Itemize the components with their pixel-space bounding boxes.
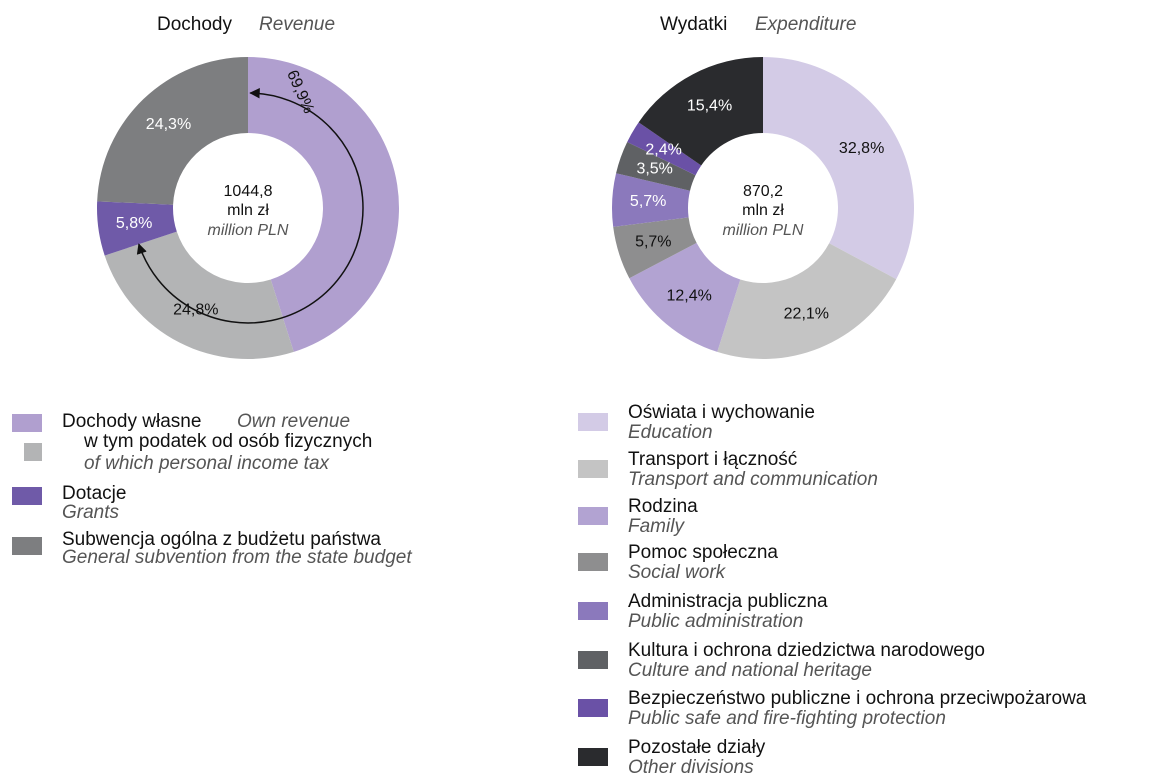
data-label: 5,8% (116, 215, 152, 232)
legend-label-en: Public safe and fire-fighting protection (628, 708, 946, 729)
legend-label-en: Other divisions (628, 757, 754, 777)
legend-label: Subwencja ogólna z budżetu państwa (62, 529, 381, 550)
legend-swatch (578, 460, 608, 478)
donut-segment (629, 242, 741, 352)
legend-swatch (578, 413, 608, 431)
legend-swatch (12, 414, 42, 432)
legend-label-en: Culture and national heritage (628, 660, 872, 681)
data-label: 2,4% (645, 141, 681, 158)
legend-label: Pozostałe działy (628, 737, 766, 758)
data-label: 32,8% (839, 140, 884, 157)
chart-title: Dochody (157, 14, 232, 35)
legend-label: Administracja publiczna (628, 591, 828, 612)
data-label: 24,3% (146, 116, 191, 133)
legend-swatch (578, 602, 608, 620)
legend-label: Transport i łączność (628, 449, 797, 470)
donut-segment (717, 243, 897, 359)
legend-swatch (578, 507, 608, 525)
legend-swatch (12, 537, 42, 555)
donut-segment (763, 57, 914, 280)
legend-label-en: Grants (62, 502, 120, 523)
center-unit-en: million PLN (723, 222, 804, 239)
legend-swatch (12, 487, 42, 505)
donut-segment (616, 141, 696, 191)
center-unit: mln zł (227, 202, 269, 219)
center-unit: mln zł (742, 202, 784, 219)
annotation-arc (136, 87, 364, 324)
donut-segment (627, 122, 702, 176)
legend-label: Bezpieczeństwo publiczne i ochrona przec… (628, 688, 1087, 709)
legend-label: Rodzina (628, 496, 698, 517)
legend-label: Oświata i wychowanie (628, 402, 815, 423)
legend-label-en: Family (628, 516, 685, 537)
chart-title: Wydatki (660, 14, 727, 35)
donut-segment (638, 57, 763, 166)
legend-label: Dochody własne (62, 411, 201, 432)
data-label: 15,4% (687, 97, 732, 114)
data-label: 5,7% (630, 193, 666, 210)
donut-segment (104, 231, 294, 359)
legend-swatch (578, 651, 608, 669)
legend-label-en: Education (628, 422, 713, 443)
donut-segment (612, 173, 691, 227)
center-unit-en: million PLN (208, 222, 289, 239)
chart-subtitle: Revenue (259, 14, 335, 35)
legend-swatch (24, 443, 42, 461)
data-label: 22,1% (784, 306, 829, 323)
legend-label: w tym podatek od osób fizycznych (83, 431, 372, 452)
donut-segment (613, 217, 697, 279)
legend-label-en: Own revenue (237, 411, 350, 432)
legend-swatch (578, 699, 608, 717)
legend-label-en: Public administration (628, 611, 803, 632)
donut (612, 57, 914, 359)
chart-subtitle: Expenditure (755, 14, 856, 35)
legend-swatch (578, 748, 608, 766)
data-label: 5,7% (635, 234, 671, 251)
center-total: 1044,8 (224, 183, 273, 200)
legend-swatch (578, 553, 608, 571)
legend-label-en: Social work (628, 562, 727, 583)
donut-segment (248, 57, 399, 352)
legend-label: Kultura i ochrona dziedzictwa narodowego (628, 640, 985, 661)
data-label: 3,5% (636, 161, 672, 178)
legend-label: Dotacje (62, 483, 126, 504)
center-total: 870,2 (743, 183, 783, 200)
legend-label-en: of which personal income tax (84, 453, 331, 474)
data-label: 12,4% (666, 287, 711, 304)
legend-label-en: General subvention from the state budget (62, 547, 412, 568)
legend-label: Pomoc społeczna (628, 542, 778, 563)
legend-label-en: Transport and communication (628, 469, 878, 490)
